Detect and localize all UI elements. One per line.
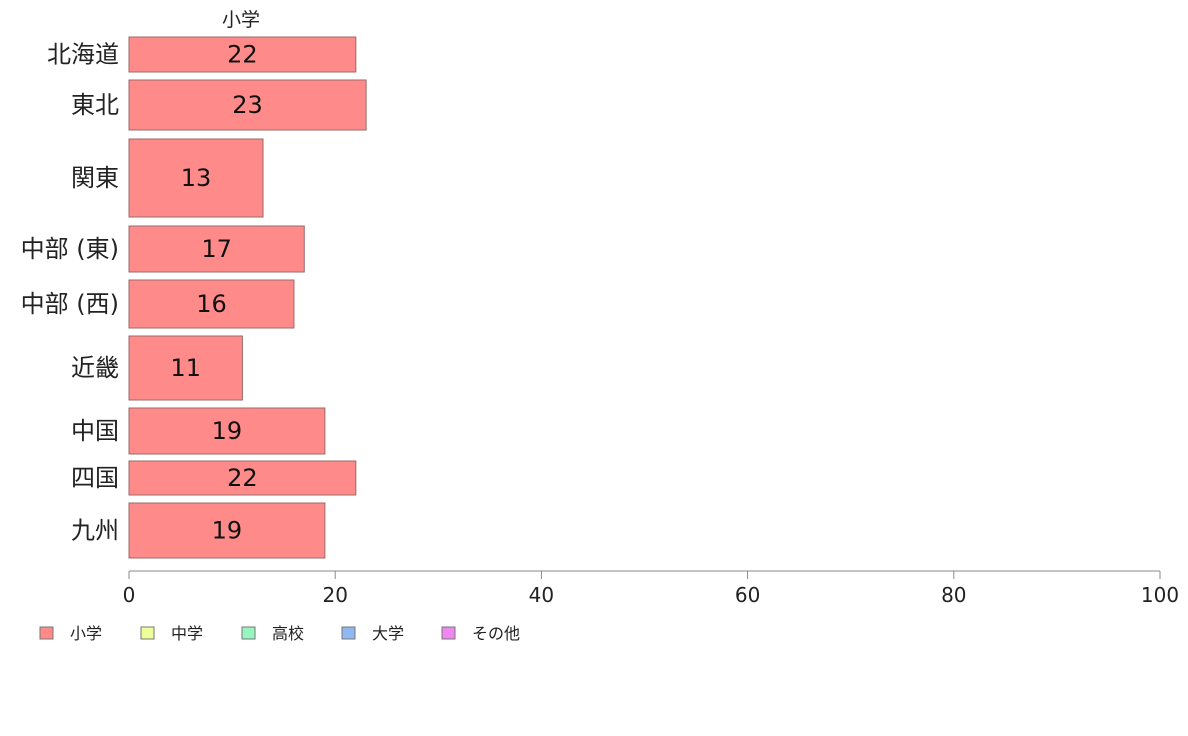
category-label: 中部 (東) [21, 235, 119, 263]
category-label: 中国 [71, 417, 119, 445]
x-tick-label: 20 [322, 583, 347, 607]
legend-label: 中学 [171, 624, 203, 643]
legend-swatch [241, 626, 256, 640]
bar-value-label: 22 [227, 464, 258, 492]
x-tick-label: 100 [1141, 583, 1179, 607]
bar-value-label: 19 [212, 417, 243, 445]
category-label: 近畿 [71, 354, 119, 382]
bar-value-label: 19 [212, 517, 243, 545]
category-label: 四国 [71, 464, 119, 492]
x-tick-label: 80 [941, 583, 966, 607]
x-tick-label: 0 [123, 583, 136, 607]
bar [128, 460, 357, 496]
bar-value-label: 11 [170, 354, 201, 382]
bars-group: 22 北海道 23 東北 13 関東 17 中部 (東) 16 中部 (西) 11 近畿 19 中国 22 四… [21, 36, 367, 559]
x-tick-label: 60 [735, 583, 760, 607]
legend: 小学 中学 高校 大学 その他 [39, 624, 520, 643]
bar [128, 225, 305, 273]
category-label: 中部 (西) [21, 290, 119, 318]
bar-value-label: 23 [232, 91, 263, 119]
bar [128, 279, 295, 329]
bar-value-label: 13 [181, 164, 212, 192]
category-label: 東北 [71, 91, 119, 119]
bar-value-label: 22 [227, 41, 258, 69]
legend-swatch [441, 626, 456, 640]
x-axis: 0 20 40 60 80 100 [123, 570, 1179, 607]
legend-label: 大学 [372, 624, 404, 643]
legend-label: その他 [472, 624, 520, 643]
legend-label: 小学 [70, 624, 102, 643]
bar-value-label: 16 [196, 290, 227, 318]
series-header: 小学 [222, 9, 260, 31]
category-label: 九州 [71, 517, 119, 545]
bar [128, 335, 243, 401]
bar [128, 407, 326, 455]
bar [128, 138, 264, 218]
x-tick-label: 40 [529, 583, 554, 607]
category-label: 関東 [71, 164, 119, 192]
legend-swatch [341, 626, 356, 640]
legend-swatch [140, 626, 155, 640]
legend-swatch [39, 626, 54, 640]
legend-label: 高校 [272, 624, 304, 643]
category-label: 北海道 [47, 41, 119, 69]
bar [128, 36, 357, 73]
bar [128, 502, 326, 559]
bar-value-label: 17 [201, 235, 232, 263]
bar [128, 79, 367, 131]
